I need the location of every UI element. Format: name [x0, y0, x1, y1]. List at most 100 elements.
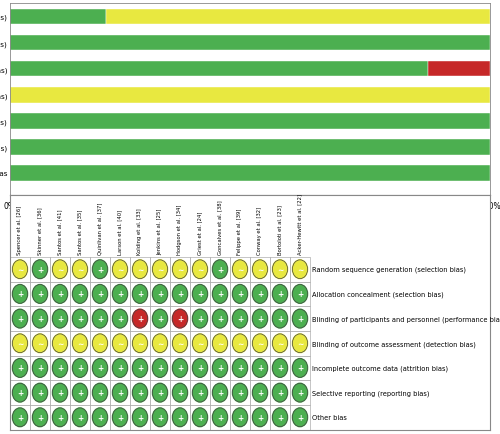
- Bar: [30, 356, 50, 381]
- Bar: [10, 381, 30, 405]
- Circle shape: [192, 383, 208, 402]
- Text: +: +: [97, 314, 103, 323]
- Text: +: +: [197, 413, 203, 422]
- Circle shape: [52, 408, 68, 427]
- Circle shape: [232, 285, 248, 304]
- Text: ∼: ∼: [17, 265, 23, 274]
- Text: +: +: [177, 388, 183, 397]
- Bar: [190, 356, 210, 381]
- Circle shape: [32, 285, 48, 304]
- Text: ∼: ∼: [37, 339, 43, 348]
- Circle shape: [32, 309, 48, 328]
- Text: Felippe et al. [39]: Felippe et al. [39]: [238, 208, 242, 255]
- Circle shape: [92, 408, 108, 427]
- Bar: [230, 405, 250, 430]
- Bar: [90, 405, 110, 430]
- Circle shape: [212, 285, 228, 304]
- Circle shape: [212, 383, 228, 402]
- Bar: [10, 166, 490, 181]
- Circle shape: [272, 309, 287, 328]
- Bar: [190, 257, 210, 282]
- Text: +: +: [257, 314, 263, 323]
- Bar: [150, 282, 170, 306]
- Text: +: +: [117, 364, 123, 373]
- Circle shape: [132, 260, 148, 279]
- Circle shape: [252, 334, 268, 353]
- Text: ∼: ∼: [237, 265, 243, 274]
- Text: +: +: [217, 413, 223, 422]
- Text: +: +: [37, 364, 43, 373]
- Text: Kolding et al. [33]: Kolding et al. [33]: [138, 208, 142, 255]
- Text: Quinlivan et al. [37]: Quinlivan et al. [37]: [98, 202, 102, 255]
- Bar: [190, 306, 210, 331]
- Text: +: +: [77, 388, 83, 397]
- Circle shape: [192, 309, 208, 328]
- Bar: [210, 356, 230, 381]
- Bar: [10, 306, 30, 331]
- Bar: [150, 257, 170, 282]
- Text: ∼: ∼: [297, 339, 303, 348]
- Text: +: +: [297, 314, 303, 323]
- Bar: [170, 405, 190, 430]
- Bar: [30, 282, 50, 306]
- Circle shape: [72, 285, 88, 304]
- Text: +: +: [97, 388, 103, 397]
- Bar: [250, 331, 270, 356]
- Text: +: +: [237, 314, 243, 323]
- Bar: [70, 331, 90, 356]
- Circle shape: [112, 309, 128, 328]
- Text: +: +: [57, 364, 63, 373]
- Bar: [250, 306, 270, 331]
- Text: Other bias: Other bias: [312, 414, 347, 421]
- Text: Bortoloti et al. [23]: Bortoloti et al. [23]: [278, 205, 282, 255]
- Bar: [130, 306, 150, 331]
- Bar: [190, 405, 210, 430]
- Text: +: +: [197, 290, 203, 299]
- Text: ∼: ∼: [157, 339, 163, 348]
- Circle shape: [252, 408, 268, 427]
- Text: +: +: [217, 290, 223, 299]
- Text: +: +: [217, 265, 223, 274]
- Bar: [250, 282, 270, 306]
- Circle shape: [272, 285, 287, 304]
- Bar: [290, 331, 310, 356]
- Bar: [130, 405, 150, 430]
- Bar: [10, 331, 30, 356]
- Circle shape: [72, 359, 88, 378]
- Circle shape: [72, 309, 88, 328]
- Bar: [290, 257, 310, 282]
- Text: +: +: [177, 314, 183, 323]
- Circle shape: [212, 359, 228, 378]
- Text: ∼: ∼: [197, 339, 203, 348]
- Bar: [90, 257, 110, 282]
- Text: ∼: ∼: [177, 265, 183, 274]
- Text: +: +: [57, 314, 63, 323]
- Bar: [50, 381, 70, 405]
- Text: Hodgson et al. [34]: Hodgson et al. [34]: [178, 204, 182, 255]
- Circle shape: [152, 334, 168, 353]
- Bar: [10, 282, 30, 306]
- Text: ∼: ∼: [157, 265, 163, 274]
- Bar: [250, 405, 270, 430]
- Text: +: +: [177, 364, 183, 373]
- Text: Allocation concealment (selection bias): Allocation concealment (selection bias): [312, 291, 444, 297]
- Text: +: +: [277, 413, 283, 422]
- Circle shape: [52, 260, 68, 279]
- Bar: [90, 306, 110, 331]
- Text: ∼: ∼: [257, 265, 263, 274]
- Bar: [290, 356, 310, 381]
- Text: Blinding of participants and personnel (performance bias): Blinding of participants and personnel (…: [312, 316, 500, 322]
- Circle shape: [292, 334, 308, 353]
- Text: +: +: [57, 413, 63, 422]
- Bar: [230, 306, 250, 331]
- Bar: [270, 331, 290, 356]
- Bar: [150, 331, 170, 356]
- Bar: [170, 331, 190, 356]
- Bar: [70, 282, 90, 306]
- Circle shape: [52, 334, 68, 353]
- Circle shape: [12, 383, 28, 402]
- Circle shape: [12, 309, 28, 328]
- Circle shape: [212, 260, 228, 279]
- Text: +: +: [117, 413, 123, 422]
- Circle shape: [12, 260, 28, 279]
